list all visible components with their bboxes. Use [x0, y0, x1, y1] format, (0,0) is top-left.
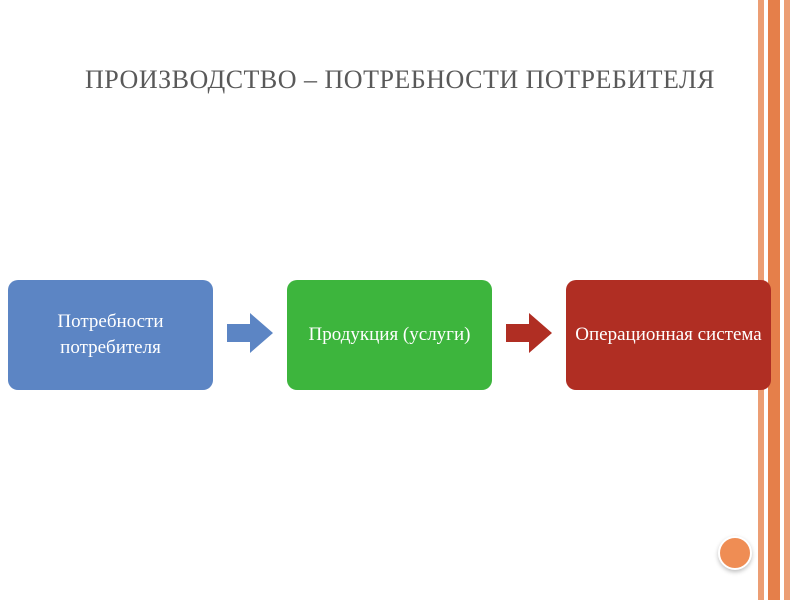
- node-label: Потребности потребителя: [8, 309, 213, 360]
- stripe-3: [784, 0, 790, 600]
- node-products-services: Продукция (услуги): [287, 280, 492, 390]
- node-operating-system: Операционная система: [566, 280, 771, 390]
- node-label: Продукция (услуги): [309, 322, 471, 348]
- decor-circle: [718, 536, 752, 570]
- node-consumer-needs: Потребности потребителя: [8, 280, 213, 390]
- node-label: Операционная система: [575, 322, 761, 348]
- page-title: ПРОИЗВОДСТВО – ПОТРЕБНОСТИ ПОТРЕБИТЕЛЯ: [60, 65, 740, 95]
- arrow-icon: [506, 313, 552, 358]
- arrow-icon: [227, 313, 273, 358]
- flowchart: Потребности потребителя Продукция (услуг…: [8, 280, 780, 390]
